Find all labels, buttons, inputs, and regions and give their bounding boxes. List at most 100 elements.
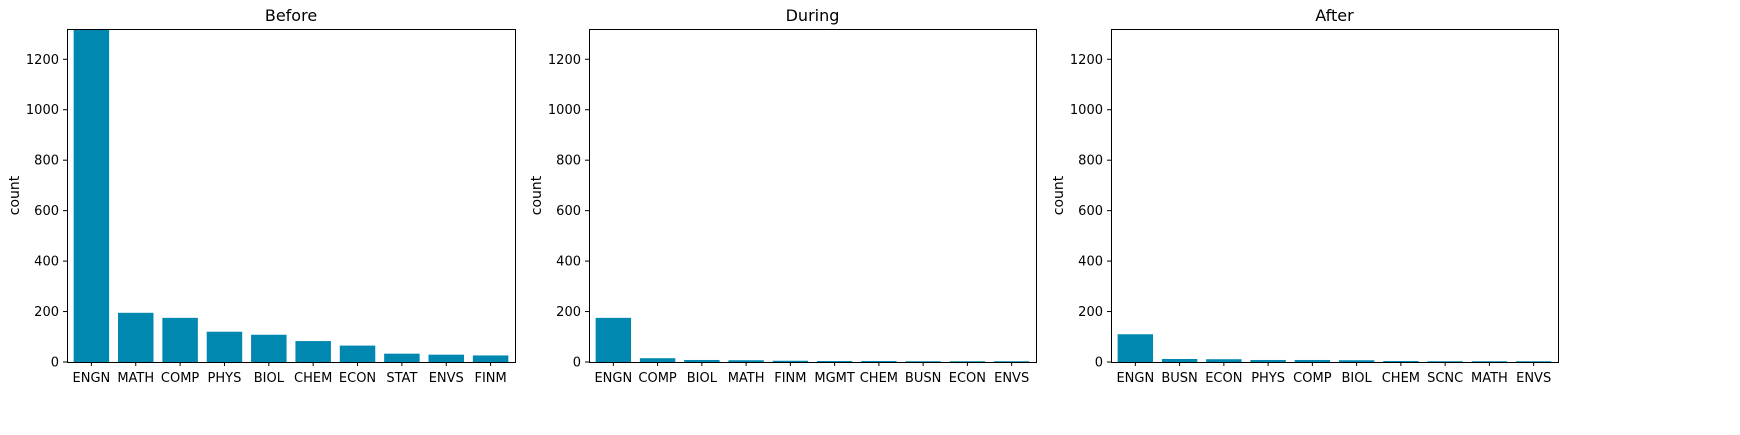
x-ticks: ENGN MATH COMP PHYS BIOL CHEM ECON STAT ENVS FINM (73, 362, 507, 386)
panel-before: Before count ENGN MATH COMP PHYS BIOL CHEM ECO… (7, 6, 516, 386)
bar-math (1471, 361, 1508, 362)
y-tick-label: 400 (34, 255, 59, 270)
x-tick-label: BIOL (1342, 371, 1373, 386)
x-tick-label: COMP (161, 371, 200, 386)
y-tick-label: 800 (556, 154, 581, 169)
y-tick-label: 1200 (1070, 53, 1103, 68)
y-tick-label: 400 (1078, 255, 1103, 270)
bar-chem (295, 341, 331, 362)
y-tick-label: 200 (1078, 305, 1103, 320)
x-ticks: ENGN COMP BIOL MATH FINM MGMT CHEM BUSN ECON ENVS (594, 362, 1029, 386)
y-tick-label: 0 (573, 356, 581, 371)
panel-after: After count ENGN BUSN ECON PHYS COMP BIOL CHEM… (1051, 6, 1559, 386)
bar-chem (1383, 360, 1419, 362)
bar-econ (949, 361, 986, 362)
x-tick-label: ENVS (429, 371, 464, 386)
x-tick-label: SCNC (1427, 371, 1463, 386)
axes-frame (589, 29, 1037, 363)
panel-title: Before (265, 6, 317, 25)
bar-envs (428, 354, 464, 362)
bar-math (118, 312, 154, 362)
x-tick-label: COMP (1293, 371, 1332, 386)
x-tick-label: MATH (117, 371, 154, 386)
x-tick-label: PHYS (208, 371, 242, 386)
x-tick-label: CHEM (1382, 371, 1420, 386)
bar-comp (1294, 359, 1331, 362)
bar-econ (339, 345, 376, 362)
bar-comp (639, 358, 676, 362)
x-tick-label: BIOL (687, 371, 718, 386)
y-tick-label: 1000 (1070, 103, 1103, 118)
y-tick-label: 600 (556, 204, 581, 219)
bar-econ (1206, 359, 1242, 362)
axes-frame (67, 29, 516, 363)
bar-envs (993, 361, 1030, 362)
x-tick-label: MGMT (814, 371, 855, 386)
x-tick-label: CHEM (294, 371, 332, 386)
y-tick-label: 1200 (548, 53, 581, 68)
y-tick-label: 800 (1078, 154, 1103, 169)
x-tick-label: COMP (638, 371, 677, 386)
bar-biol (684, 359, 720, 362)
x-tick-label: PHYS (1251, 371, 1285, 386)
x-tick-label: FINM (474, 371, 506, 386)
bars (73, 30, 509, 362)
panel-title: During (786, 6, 840, 25)
x-tick-label: MATH (1471, 371, 1508, 386)
y-tick-label: 0 (51, 356, 59, 371)
panel-during: During count ENGN COMP BIOL MATH FINM MGMT CHE… (529, 6, 1037, 386)
x-tick-label: ENGN (73, 371, 111, 386)
x-tick-label: CHEM (860, 371, 898, 386)
x-tick-label: BUSN (905, 371, 941, 386)
y-axis-label: count (1051, 175, 1067, 215)
bar-finm (472, 355, 509, 362)
y-tick-label: 600 (34, 204, 59, 219)
y-tick-label: 200 (34, 305, 59, 320)
x-tick-label: ENVS (1516, 371, 1551, 386)
y-ticks: 0 200 400 600 800 1000 1200 (1070, 53, 1111, 371)
bar-comp (162, 317, 198, 362)
x-tick-label: BUSN (1161, 371, 1197, 386)
x-tick-label: ECON (949, 371, 986, 386)
bar-math (728, 360, 764, 362)
bar-busn (905, 361, 941, 362)
y-axis-label: count (529, 175, 545, 215)
x-tick-label: STAT (386, 371, 417, 386)
bar-finm (772, 360, 809, 362)
x-tick-label: FINM (774, 371, 806, 386)
y-tick-label: 200 (556, 305, 581, 320)
bar-chem (861, 360, 897, 362)
y-tick-label: 1000 (548, 103, 581, 118)
y-tick-label: 800 (34, 154, 59, 169)
x-tick-label: ECON (339, 371, 376, 386)
bar-stat (384, 353, 420, 362)
y-tick-label: 600 (1078, 204, 1103, 219)
axes-frame (1111, 29, 1559, 363)
bars (1117, 334, 1552, 362)
bar-engn (1117, 334, 1154, 362)
bar-phys (206, 331, 243, 362)
bar-phys (1250, 359, 1286, 362)
y-tick-label: 1000 (26, 103, 59, 118)
y-tick-label: 400 (556, 255, 581, 270)
bar-scnc (1427, 361, 1463, 362)
bar-biol (251, 334, 287, 362)
x-tick-label: ENGN (594, 371, 632, 386)
x-tick-label: ENVS (994, 371, 1029, 386)
x-tick-label: MATH (728, 371, 765, 386)
y-axis-label: count (7, 175, 23, 215)
bar-busn (1161, 358, 1198, 362)
y-tick-label: 1200 (26, 53, 59, 68)
y-tick-label: 0 (1095, 356, 1103, 371)
x-ticks: ENGN BUSN ECON PHYS COMP BIOL CHEM SCNC MATH ENVS (1116, 362, 1551, 386)
bar-engn (595, 317, 632, 362)
bar-biol (1338, 360, 1375, 362)
y-ticks: 0 200 400 600 800 1000 1200 (26, 53, 67, 371)
bars (595, 317, 1030, 362)
x-tick-label: BIOL (254, 371, 285, 386)
x-tick-label: ENGN (1116, 371, 1154, 386)
bar-envs (1515, 361, 1552, 362)
bar-mgmt (816, 360, 853, 362)
panel-title: After (1315, 6, 1354, 25)
